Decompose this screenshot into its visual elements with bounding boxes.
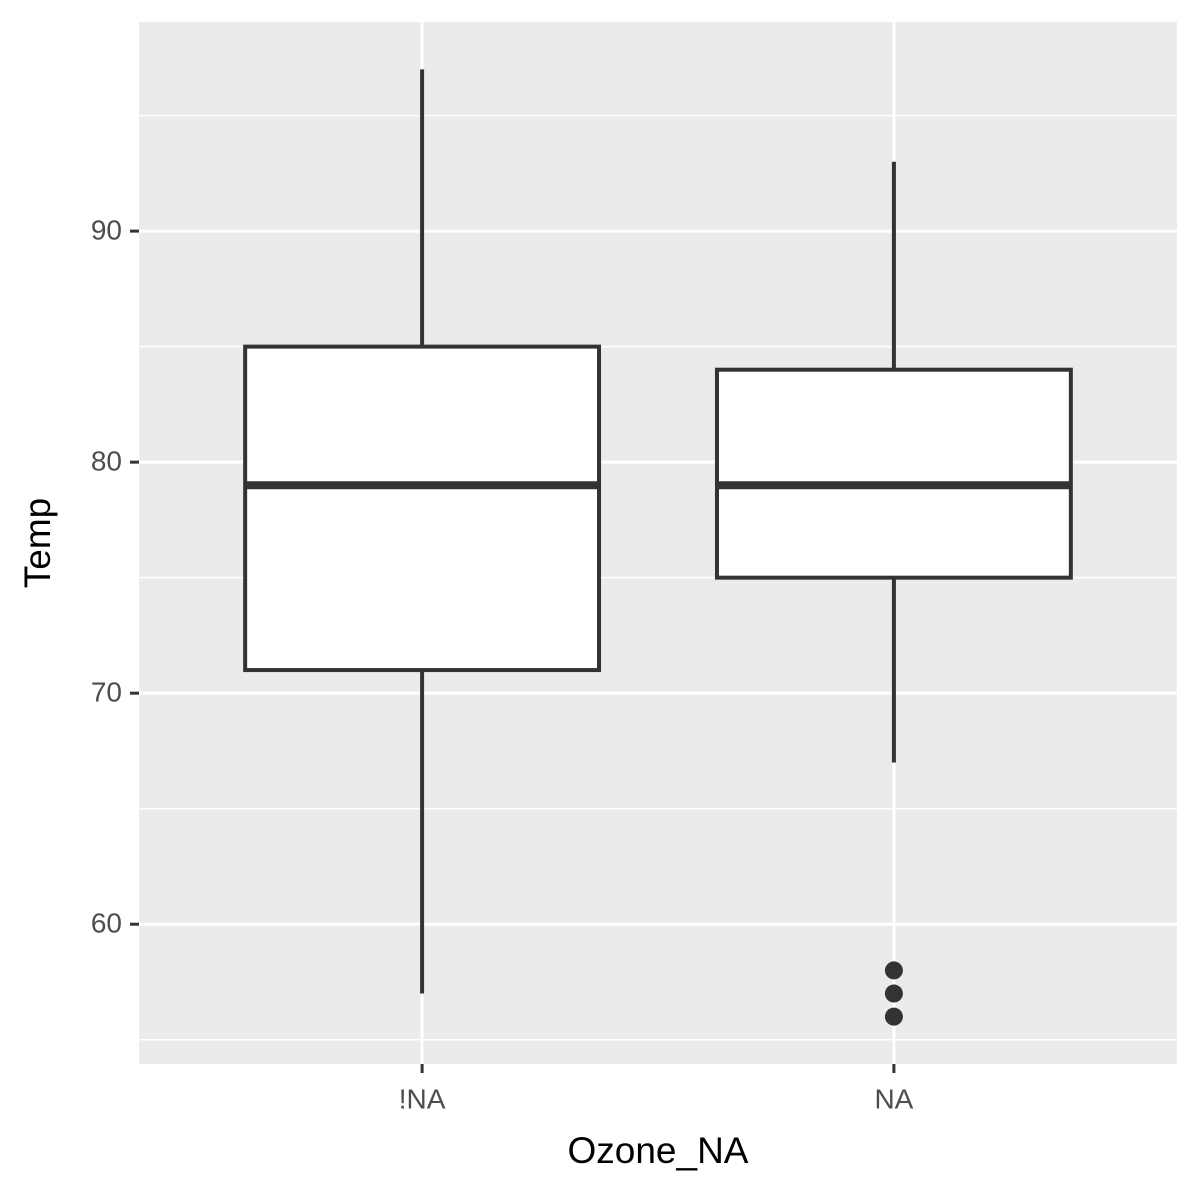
x-tick-label: !NA: [399, 1083, 446, 1114]
x-axis-title: Ozone_NA: [568, 1130, 749, 1171]
y-tick-label: 90: [91, 214, 122, 245]
outlier: [884, 961, 903, 980]
y-axis-title: Temp: [17, 498, 58, 588]
outlier: [884, 984, 903, 1003]
y-tick-label: 70: [91, 677, 122, 708]
box: [714, 367, 1073, 580]
outlier: [884, 1007, 903, 1026]
x-tick-label: NA: [874, 1083, 913, 1114]
box: [243, 344, 602, 673]
y-tick-label: 60: [91, 908, 122, 939]
y-tick-label: 80: [91, 446, 122, 477]
